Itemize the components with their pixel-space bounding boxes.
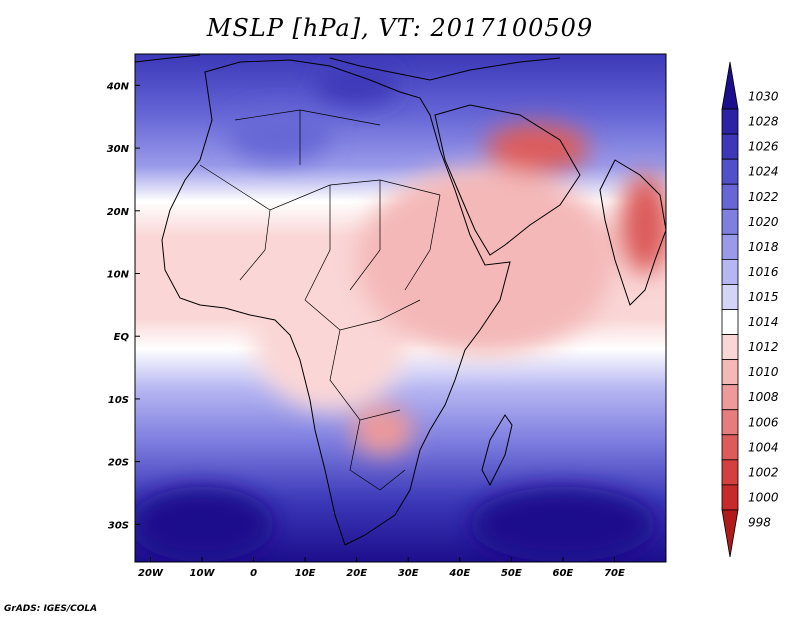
- colorbar-swatch-14: [721, 434, 739, 461]
- colorbar-swatch-2: [721, 133, 739, 160]
- x-tick-label-4: 20E: [346, 568, 367, 579]
- colorbar-cap-bottom: [721, 509, 739, 558]
- pressure-cell-2: [315, 66, 398, 105]
- colorbar-label-15: 1002: [748, 465, 779, 479]
- x-tick-label-9: 70E: [604, 568, 625, 579]
- colorbar-swatch-16: [721, 484, 739, 511]
- map-title: MSLP [hPa], VT: 2017100509: [206, 14, 594, 42]
- colorbar-swatch-11: [721, 359, 739, 386]
- colorbar-label-7: 1016: [748, 265, 779, 279]
- colorbar-swatch-9: [721, 309, 739, 335]
- colorbar-swatch-4: [721, 183, 739, 210]
- colorbar-swatch-3: [721, 158, 739, 185]
- colorbar-swatch-12: [721, 384, 739, 411]
- x-tick-label-6: 40E: [448, 568, 470, 579]
- pressure-cell-6: [485, 122, 589, 174]
- colorbar-label-11: 1010: [748, 365, 779, 379]
- pressure-cell-1: [470, 486, 656, 562]
- arabia-coastline: [434, 104, 581, 256]
- india-coastline: [599, 159, 666, 306]
- x-tick-label-8: 60E: [553, 568, 574, 579]
- colorbar-swatch-13: [721, 409, 739, 436]
- europe-coastline: [135, 54, 561, 81]
- colorbar-swatch-7: [721, 258, 739, 285]
- y-tick-label-1: 30N: [107, 144, 130, 155]
- africa-coastline: [161, 59, 511, 546]
- x-tick-label-1: 10W: [190, 568, 216, 579]
- x-axis-ticks: 20W 10W 0 10E 20E 30E 40E 50E 60E 70E: [138, 557, 625, 579]
- y-tick-label-7: 30S: [108, 520, 129, 531]
- colorbar-label-14: 1004: [748, 440, 779, 454]
- pressure-cell-8: [351, 405, 414, 456]
- colorbar-swatch-8: [721, 284, 739, 310]
- colorbar-label-2: 1026: [748, 140, 779, 154]
- x-tick-label-2: 0: [250, 568, 257, 579]
- pressure-field: [135, 54, 666, 562]
- pressure-cell-0: [135, 486, 275, 562]
- colorbar-label-5: 1020: [748, 215, 779, 229]
- colorbar-swatch-5: [721, 208, 739, 235]
- y-tick-label-5: 10S: [108, 395, 129, 406]
- x-tick-label-3: 10E: [295, 568, 316, 579]
- grads-credit: GrADS: IGES/COLA: [4, 604, 98, 614]
- x-tick-label-7: 50E: [501, 568, 522, 579]
- plot-frame: [134, 53, 667, 563]
- madagascar-coastline: [481, 414, 513, 487]
- colorbar-label-10: 1012: [748, 340, 779, 354]
- colorbar-label-3: 1024: [748, 165, 779, 179]
- country-borders: [199, 109, 441, 491]
- colorbar-swatch-10: [721, 334, 739, 361]
- colorbar-swatch-6: [721, 233, 739, 260]
- colorbar-label-12: 1008: [748, 390, 779, 404]
- colorbar-cap-top: [721, 61, 739, 110]
- y-tick-label-6: 20S: [108, 458, 129, 469]
- colorbar-label-16: 1000: [748, 490, 779, 504]
- colorbar: 1030 1028 1026 1024 1022 1020 1018 1016 1015 1014…: [721, 61, 779, 558]
- x-tick-label-0: 20W: [138, 568, 164, 579]
- colorbar-label-6: 1018: [748, 240, 779, 254]
- colorbar-label-8: 1015: [748, 290, 779, 304]
- colorbar-label-4: 1022: [748, 190, 779, 204]
- pressure-field-cells: [135, 66, 666, 562]
- colorbar-swatch-15: [721, 459, 739, 486]
- y-tick-label-0: 40N: [106, 81, 130, 92]
- coastlines: [135, 54, 666, 546]
- colorbar-label-13: 1006: [748, 415, 779, 429]
- pressure-cell-3: [227, 110, 331, 161]
- y-axis-ticks: 40N 30N 20N 10N EQ 10S 20S 30S: [106, 81, 140, 531]
- colorbar-label-0: 1030: [748, 90, 779, 104]
- pressure-cell-7: [619, 173, 666, 274]
- x-tick-label-5: 30E: [398, 568, 419, 579]
- y-tick-label-4: EQ: [114, 332, 130, 343]
- y-tick-label-3: 10N: [107, 270, 130, 281]
- colorbar-label-1: 1028: [748, 115, 779, 129]
- y-tick-label-2: 20N: [107, 207, 130, 218]
- colorbar-label-9: 1014: [748, 315, 779, 329]
- colorbar-label-17: 998: [748, 515, 771, 529]
- colorbar-swatch-1: [721, 108, 739, 135]
- pressure-cell-5: [356, 166, 615, 356]
